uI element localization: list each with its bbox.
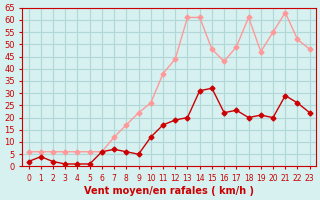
X-axis label: Vent moyen/en rafales ( km/h ): Vent moyen/en rafales ( km/h ) <box>84 186 254 196</box>
